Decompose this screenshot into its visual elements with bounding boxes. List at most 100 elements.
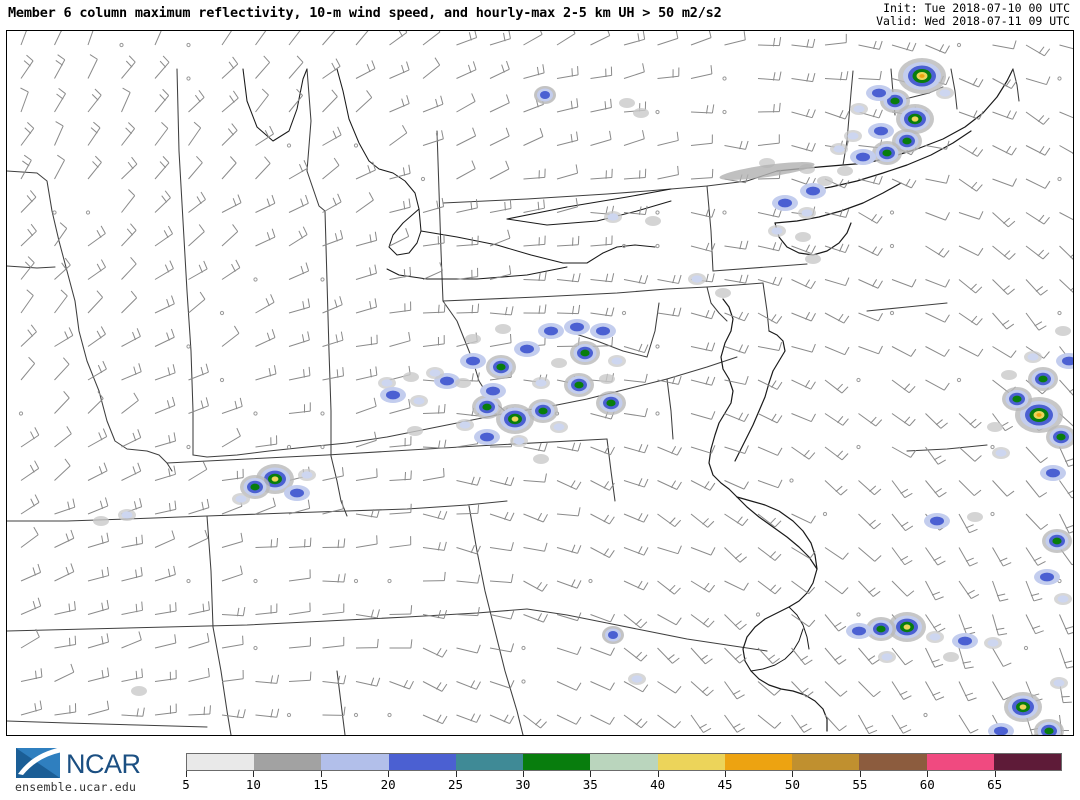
wind-barb (422, 672, 450, 698)
wind-barb (958, 137, 985, 162)
wind-barb (255, 360, 280, 387)
wind-barb (288, 596, 315, 624)
wind-barb (791, 646, 813, 666)
wind-barb (456, 228, 483, 256)
wind-barb (489, 225, 513, 252)
wind-barb (154, 561, 179, 588)
wind-barb (690, 608, 716, 632)
wind-barb (690, 31, 714, 51)
wind-barb (188, 628, 213, 655)
wind-barb (889, 714, 913, 735)
wind-barb (921, 647, 947, 670)
wind-barb (87, 628, 112, 655)
wind-barb (958, 337, 986, 363)
wind-barb (144, 31, 171, 46)
wind-barb (154, 325, 177, 351)
wind-barb (221, 663, 248, 691)
colorbar-segment (724, 754, 793, 770)
wind-barb (84, 289, 106, 314)
wind-barb (958, 236, 986, 262)
wind-barb (925, 337, 952, 363)
wind-barb (858, 407, 884, 431)
wind-barb (523, 464, 551, 493)
wind-barb (87, 527, 112, 555)
wind-barb (657, 31, 681, 52)
wind-barb (15, 355, 39, 381)
wind-barb (18, 223, 39, 247)
colorbar-tick (522, 771, 524, 777)
wind-barb (925, 410, 949, 431)
wind-barb (353, 143, 359, 148)
wind-barb (556, 31, 577, 47)
wind-barb (657, 575, 683, 598)
wind-barb (985, 614, 1013, 639)
map-canvas[interactable] (7, 31, 1073, 735)
colorbar-tick-label: 20 (380, 777, 396, 792)
wind-barb (116, 54, 139, 79)
wind-barb (891, 337, 919, 363)
colorbar-tick-label: 40 (650, 777, 666, 792)
wind-barb (923, 614, 947, 634)
wind-barb (724, 334, 752, 362)
wind-barb (791, 31, 819, 58)
colorbar-segment (388, 754, 456, 770)
wind-barb (148, 120, 172, 146)
wind-barb (322, 57, 341, 80)
wind-barb (50, 390, 72, 414)
wind-barb (623, 708, 649, 732)
wind-barb (657, 507, 683, 531)
wind-barb (420, 176, 426, 182)
wind-barb (456, 261, 482, 289)
wind-barb (654, 243, 661, 249)
wind-barb (721, 75, 728, 82)
colorbar-tick-label: 50 (784, 777, 800, 792)
wind-barb (523, 603, 551, 630)
wind-barb (249, 31, 273, 46)
wind-barb (757, 403, 785, 430)
colorbar-segment (321, 754, 389, 770)
wind-barb (386, 578, 393, 584)
wind-barb (355, 57, 377, 82)
wind-barb (150, 154, 173, 180)
wind-barb (858, 334, 886, 362)
wind-barb (351, 31, 374, 46)
wind-barb (422, 328, 449, 356)
wind-barb (188, 258, 209, 283)
wind-barb (121, 528, 147, 556)
wind-barb (252, 578, 259, 584)
wind-barb (520, 645, 527, 651)
wind-barb (1025, 511, 1049, 532)
colorbar-segment (455, 754, 524, 770)
wind-barb (556, 228, 584, 256)
colorbar-tick-label: 10 (245, 777, 261, 792)
wind-barb (757, 332, 786, 360)
wind-barb (556, 59, 583, 87)
wind-barb (111, 85, 137, 113)
wind-barb (154, 359, 178, 386)
wind-barb (121, 627, 144, 653)
wind-barb (556, 671, 584, 697)
wind-barb (992, 167, 1020, 194)
wind-barb (690, 332, 719, 360)
wind-barb (355, 360, 381, 388)
wind-barb (422, 31, 441, 46)
wind-barb (422, 125, 447, 152)
wind-barb (51, 457, 72, 481)
wind-barb (355, 259, 380, 286)
wind-barb (322, 461, 348, 489)
colorbar-tick (455, 771, 457, 777)
wind-barb (288, 259, 311, 285)
wind-barb (422, 563, 450, 592)
wind-barb (322, 530, 349, 559)
wind-barb (788, 477, 795, 484)
wind-barb (422, 295, 450, 324)
wind-barb (891, 373, 917, 397)
map-panel[interactable] (6, 30, 1074, 736)
colorbar-tick (320, 771, 322, 777)
wind-barb (214, 31, 239, 46)
wind-barb (992, 276, 1016, 297)
wind-barb (154, 393, 178, 419)
wind-barb (992, 311, 1015, 331)
wind-barb (355, 158, 378, 184)
wind-barb (791, 99, 819, 127)
